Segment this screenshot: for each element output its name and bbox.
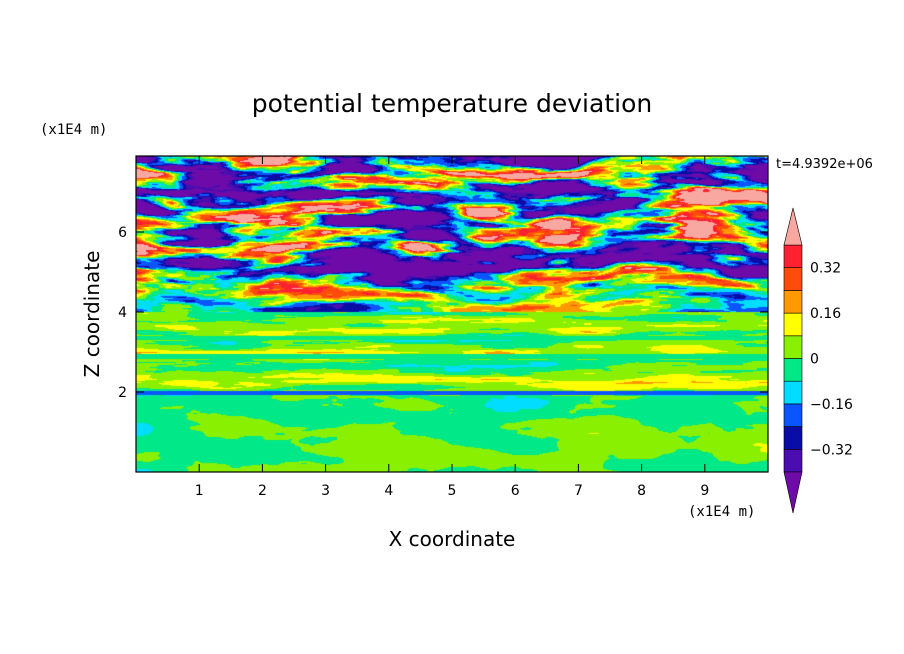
colorbar-band xyxy=(783,335,803,359)
time-label: t=4.9392e+06 xyxy=(776,157,873,172)
colorbar-tick-label: 0 xyxy=(810,352,819,368)
x-tick-label: 9 xyxy=(700,483,709,499)
colorbar-band xyxy=(783,426,803,450)
x-tick-label: 4 xyxy=(384,483,393,499)
x-tick-label: 8 xyxy=(637,483,646,499)
contour-field xyxy=(136,156,768,472)
colorbar-tick-label: 0.16 xyxy=(810,306,841,322)
contour-raster xyxy=(136,156,768,472)
x-axis-unit: (x1E4 m) xyxy=(688,504,755,520)
y-tick-label: 6 xyxy=(118,225,127,241)
y-tick-label: 2 xyxy=(118,385,127,401)
colorbar-band xyxy=(783,244,803,269)
colorbar-band xyxy=(783,267,803,291)
x-tick-label: 6 xyxy=(511,483,520,499)
y-axis-unit: (x1E4 m) xyxy=(40,122,107,138)
x-tick-label: 5 xyxy=(448,483,457,499)
x-tick-label: 7 xyxy=(574,483,583,499)
colorbar-over-arrow xyxy=(783,207,803,246)
y-axis-label: Z coordinate xyxy=(80,251,104,378)
colorbar-band xyxy=(783,403,803,427)
y-axis: 2 4 6 xyxy=(118,225,768,401)
colorbar-under-arrow xyxy=(783,471,803,514)
x-tick-label: 1 xyxy=(195,483,204,499)
chart-title: potential temperature deviation xyxy=(252,89,652,118)
x-tick-label: 3 xyxy=(321,483,330,499)
colorbar-band xyxy=(783,290,803,314)
colorbar-band xyxy=(783,312,803,337)
y-tick-label: 4 xyxy=(118,305,127,321)
colorbar-band xyxy=(783,358,803,382)
x-tick-label: 2 xyxy=(258,483,267,499)
colorbar-tick-label: −0.16 xyxy=(810,397,853,413)
colorbar-tick-label: −0.32 xyxy=(810,442,853,458)
x-axis-label: X coordinate xyxy=(389,527,516,551)
x-axis: 1 2 3 4 5 6 7 8 9 xyxy=(195,156,709,499)
colorbar-tick-label: 0.32 xyxy=(810,261,841,277)
colorbar-band xyxy=(783,380,803,405)
colorbar: 0.32 0.16 0 −0.16 −0.32 xyxy=(783,207,853,514)
colorbar-band xyxy=(783,448,803,473)
